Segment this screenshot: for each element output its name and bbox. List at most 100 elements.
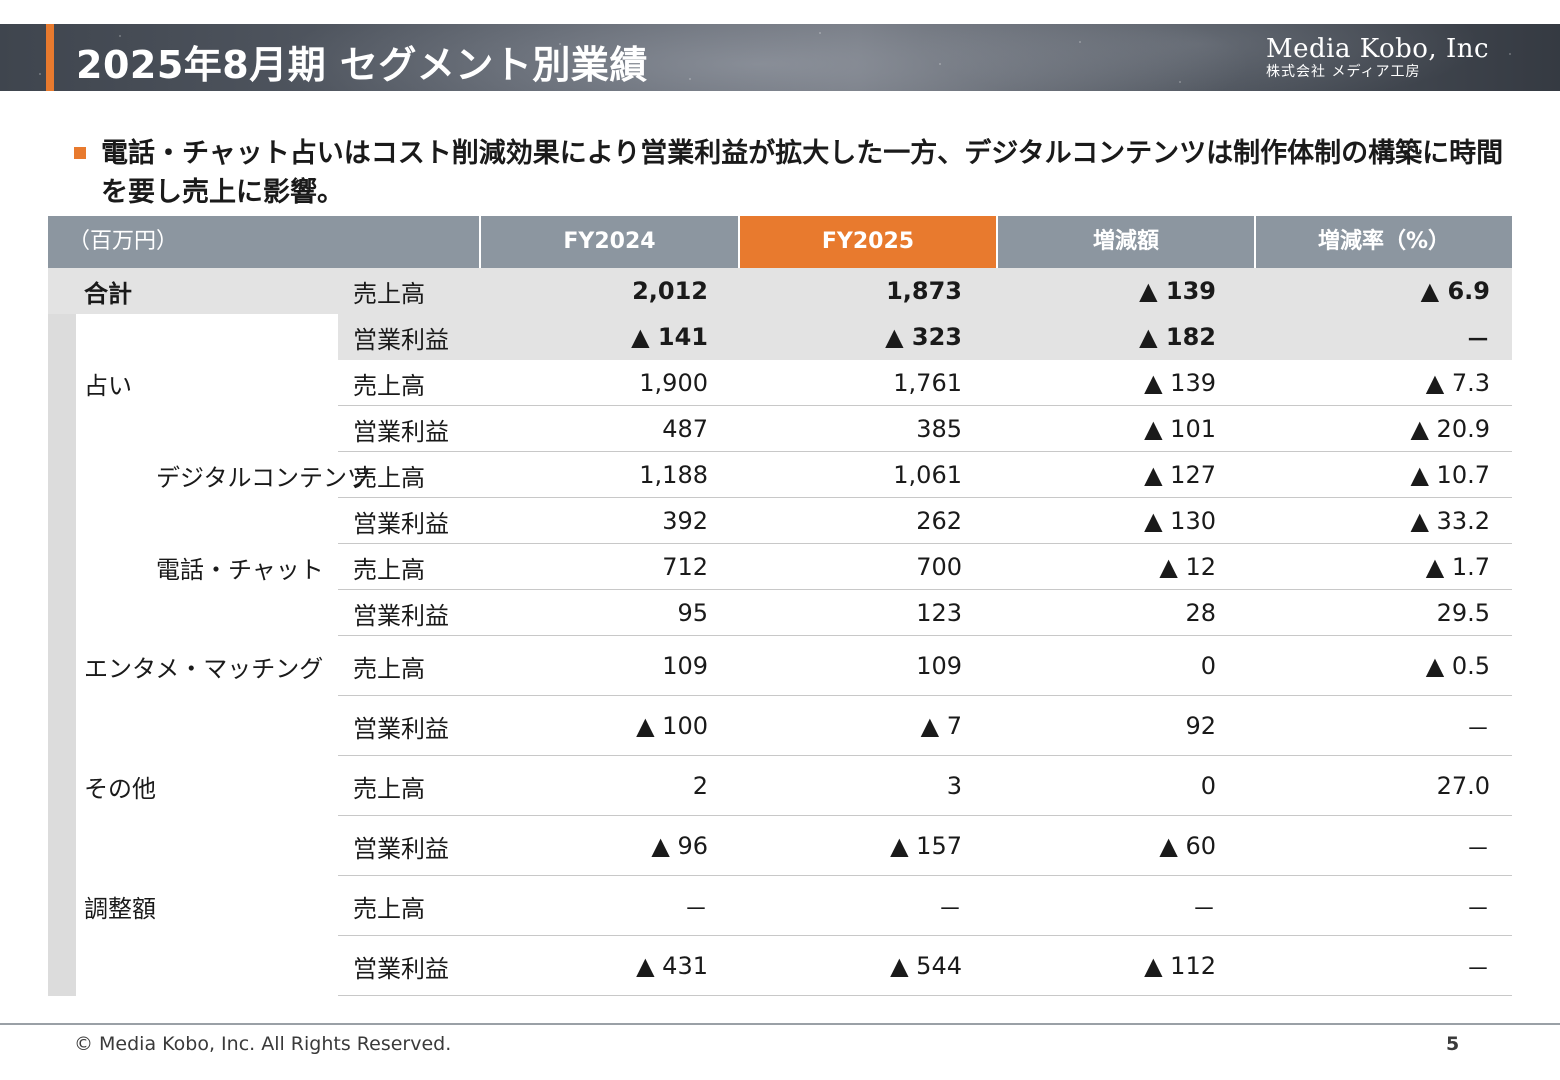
row-divider	[338, 935, 1512, 936]
segment-name: 調整額	[84, 894, 156, 923]
fy2025-value: 1,873	[886, 277, 962, 305]
fy2025-value: ▲ 7	[920, 712, 962, 740]
page-title: 2025年8月期 セグメント別業績	[76, 43, 648, 87]
change-value: ▲ 139	[1144, 369, 1216, 397]
row-divider	[338, 451, 1512, 452]
metric-label: 売上高	[353, 279, 425, 308]
segment-name: 占い	[84, 371, 132, 400]
metric-label: 営業利益	[353, 601, 449, 630]
table-row: 営業利益 ▲ 100 ▲ 7 92 －	[48, 696, 1512, 756]
fy2025-value: ▲ 544	[890, 952, 962, 980]
segment-name: 合計	[84, 279, 132, 308]
fy2024-value: ▲ 431	[636, 952, 708, 980]
title-bar: 2025年8月期 セグメント別業績 Media Kobo, Inc 株式会社 メ…	[0, 24, 1560, 91]
change-rate-value: ▲ 6.9	[1420, 277, 1490, 305]
segment-name: 電話・チャット	[156, 555, 324, 584]
fy2024-value: 712	[662, 553, 708, 581]
segment-name	[84, 314, 334, 360]
fy2025-value: 123	[916, 599, 962, 627]
fy2024-value: －	[684, 894, 708, 923]
change-rate-value: ▲ 7.3	[1425, 369, 1490, 397]
fy2025-value: 1,061	[893, 461, 962, 489]
row-divider	[338, 635, 1512, 636]
table-row: 営業利益 95 123 28 29.5	[48, 590, 1512, 636]
total-indent-block	[48, 314, 338, 360]
change-value: ▲ 130	[1144, 507, 1216, 535]
segment-name	[84, 498, 334, 544]
fy2024-value: 487	[662, 415, 708, 443]
metric-label: 営業利益	[353, 417, 449, 446]
metric-label: 営業利益	[353, 834, 449, 863]
change-rate-value: 29.5	[1436, 599, 1490, 627]
logo-name: Media Kobo, Inc	[1266, 34, 1490, 64]
table-row: エンタメ・マッチング 売上高 109 109 0 ▲ 0.5	[48, 636, 1512, 696]
fy2024-value: 1,900	[639, 369, 708, 397]
change-value: ▲ 101	[1144, 415, 1216, 443]
change-rate-value: ▲ 10.7	[1410, 461, 1490, 489]
row-divider	[338, 589, 1512, 590]
fy2025-value: 262	[916, 507, 962, 535]
row-divider	[338, 815, 1512, 816]
row-divider	[338, 755, 1512, 756]
col-fy2024: FY2024	[481, 216, 738, 268]
fy2025-value: 109	[916, 652, 962, 680]
segment-name	[84, 936, 334, 996]
starfield-background	[0, 24, 1560, 91]
change-rate-value: 27.0	[1436, 772, 1490, 800]
segment-name: デジタルコンテンツ	[156, 463, 372, 492]
change-value: 92	[1185, 712, 1216, 740]
row-divider	[338, 995, 1512, 996]
fy2024-value: 392	[662, 507, 708, 535]
change-value: ▲ 60	[1159, 832, 1216, 860]
row-divider	[338, 543, 1512, 544]
metric-label: 売上高	[353, 371, 425, 400]
unit-label: （百万円）	[48, 216, 479, 268]
change-rate-value: ▲ 1.7	[1425, 553, 1490, 581]
page-number: 5	[1446, 1033, 1460, 1055]
fy2025-value: 385	[916, 415, 962, 443]
row-divider	[338, 405, 1512, 406]
change-value: ▲ 12	[1159, 553, 1216, 581]
segment-stripe	[48, 360, 76, 996]
change-value: ▲ 127	[1144, 461, 1216, 489]
metric-label: 売上高	[353, 774, 425, 803]
headline: 電話・チャット占いはコスト削減効果により営業利益が拡大した一方、デジタルコンテン…	[74, 134, 1504, 212]
fy2025-value: ▲ 157	[890, 832, 962, 860]
fy2025-value: ▲ 323	[885, 323, 962, 351]
row-divider	[338, 875, 1512, 876]
metric-label: 売上高	[353, 463, 425, 492]
table-row: 電話・チャット 売上高 712 700 ▲ 12 ▲ 1.7	[48, 544, 1512, 590]
change-rate-value: －	[1466, 834, 1490, 863]
metric-label: 営業利益	[353, 509, 449, 538]
change-value: ▲ 112	[1144, 952, 1216, 980]
change-rate-value: －	[1466, 714, 1490, 743]
change-value: ▲ 182	[1139, 323, 1216, 351]
segment-name	[84, 696, 334, 756]
row-divider	[338, 497, 1512, 498]
fy2025-value: 1,761	[893, 369, 962, 397]
change-rate-value: －	[1466, 325, 1490, 354]
logo-subtitle: 株式会社 メディア工房	[1266, 64, 1421, 80]
segment-name	[84, 816, 334, 876]
footer-divider	[0, 1023, 1560, 1025]
change-rate-value: ▲ 33.2	[1410, 507, 1490, 535]
segment-name: その他	[84, 774, 156, 803]
copyright: © Media Kobo, Inc. All Rights Reserved.	[74, 1033, 452, 1055]
change-value: 28	[1185, 599, 1216, 627]
table-header: （百万円） FY2024 FY2025 増減額 増減率（%）	[48, 216, 1512, 268]
change-rate-value: ▲ 0.5	[1425, 652, 1490, 680]
fy2024-value: 2,012	[632, 277, 708, 305]
bullet-square-icon	[74, 147, 86, 159]
segment-name	[84, 406, 334, 452]
table-row: 営業利益 392 262 ▲ 130 ▲ 33.2	[48, 498, 1512, 544]
total-row: 営業利益 ▲ 141 ▲ 323 ▲ 182 －	[48, 314, 1512, 360]
table-row: 営業利益 ▲ 431 ▲ 544 ▲ 112 －	[48, 936, 1512, 996]
table-row: デジタルコンテンツ 売上高 1,188 1,061 ▲ 127 ▲ 10.7	[48, 452, 1512, 498]
row-divider	[338, 695, 1512, 696]
company-logo: Media Kobo, Inc 株式会社 メディア工房	[1266, 34, 1489, 80]
total-row: 合計 売上高 2,012 1,873 ▲ 139 ▲ 6.9	[48, 268, 1512, 314]
change-rate-value: －	[1466, 894, 1490, 923]
fy2025-value: －	[938, 894, 962, 923]
change-value: －	[1192, 894, 1216, 923]
change-rate-value: ▲ 20.9	[1410, 415, 1490, 443]
